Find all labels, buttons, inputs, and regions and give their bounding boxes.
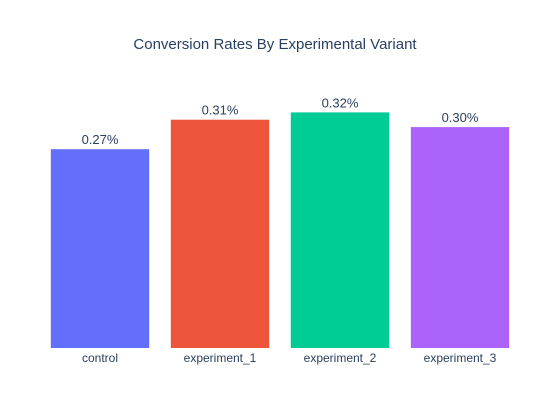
bar-experiment_3[interactable] xyxy=(410,127,510,348)
bar-experiment_1[interactable] xyxy=(170,119,270,348)
x-tick-label-experiment_2: experiment_2 xyxy=(304,351,377,365)
data-label-experiment_1: 0.31% xyxy=(202,103,239,118)
data-label-experiment_3: 0.30% xyxy=(442,110,479,125)
x-tick-label-control: control xyxy=(82,351,118,365)
bar-control[interactable] xyxy=(50,149,150,348)
x-tick-label-experiment_1: experiment_1 xyxy=(184,351,257,365)
bar-experiment_2[interactable] xyxy=(290,112,390,349)
data-label-control: 0.27% xyxy=(82,132,119,147)
chart-title: Conversion Rates By Experimental Variant xyxy=(133,36,417,53)
x-tick-label-experiment_3: experiment_3 xyxy=(424,351,497,365)
data-label-experiment_2: 0.32% xyxy=(322,95,359,110)
